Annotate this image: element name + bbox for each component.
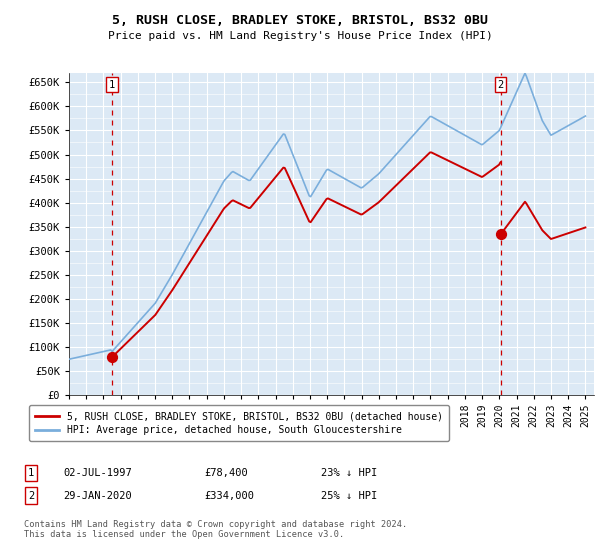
Text: 5, RUSH CLOSE, BRADLEY STOKE, BRISTOL, BS32 0BU: 5, RUSH CLOSE, BRADLEY STOKE, BRISTOL, B…	[112, 14, 488, 27]
Legend: 5, RUSH CLOSE, BRADLEY STOKE, BRISTOL, BS32 0BU (detached house), HPI: Average p: 5, RUSH CLOSE, BRADLEY STOKE, BRISTOL, B…	[29, 405, 449, 441]
Text: 23% ↓ HPI: 23% ↓ HPI	[321, 468, 377, 478]
Text: 2: 2	[28, 491, 34, 501]
Text: 2: 2	[497, 80, 504, 90]
Text: £78,400: £78,400	[204, 468, 248, 478]
Text: 25% ↓ HPI: 25% ↓ HPI	[321, 491, 377, 501]
Text: 02-JUL-1997: 02-JUL-1997	[63, 468, 132, 478]
Point	[107, 353, 117, 362]
Text: Contains HM Land Registry data © Crown copyright and database right 2024.
This d: Contains HM Land Registry data © Crown c…	[24, 520, 407, 539]
Text: 29-JAN-2020: 29-JAN-2020	[63, 491, 132, 501]
Text: £334,000: £334,000	[204, 491, 254, 501]
Text: 1: 1	[109, 80, 115, 90]
Text: 1: 1	[28, 468, 34, 478]
Point	[496, 230, 506, 239]
Text: Price paid vs. HM Land Registry's House Price Index (HPI): Price paid vs. HM Land Registry's House …	[107, 31, 493, 41]
